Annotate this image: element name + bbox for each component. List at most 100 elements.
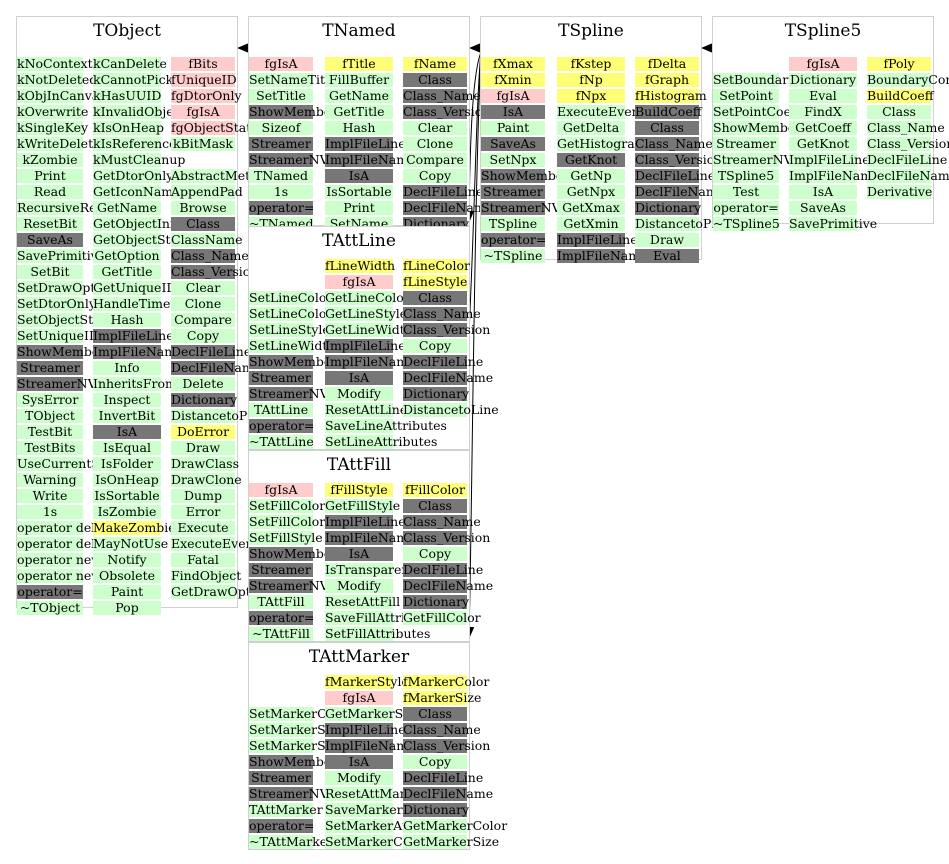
- member-cell: ShowMembers: [481, 168, 576, 183]
- member-cell: SetObjectStat: [17, 312, 106, 327]
- class-box-tattfill[interactable]: TAttFill fgIsA SetFillColor SetFillColorAl…: [248, 450, 493, 642]
- member-cell: GetName: [93, 201, 161, 215]
- member-cell: Streamer: [481, 185, 545, 199]
- member-cell: Streamer: [249, 137, 313, 151]
- member-cell: DrawClone: [171, 472, 242, 487]
- member-cell: StreamerNVirtual: [249, 152, 363, 167]
- member-cell: DeclFileName: [403, 200, 494, 215]
- empty-cell: [713, 57, 779, 71]
- member-cell: Dictionary: [789, 72, 857, 87]
- member-cell: DeclFileLine: [403, 770, 484, 785]
- member-cell: ~TAttLine: [249, 434, 314, 449]
- member-cell: Class: [171, 217, 235, 231]
- member-cell: SaveAs: [481, 137, 545, 151]
- class-title: TObject: [93, 21, 161, 41]
- member-cell: Dictionary: [403, 594, 470, 609]
- member-cell: Eval: [635, 249, 699, 263]
- member-cell: operator=: [17, 584, 83, 599]
- member-cell: kWriteDelete: [17, 136, 101, 151]
- member-cell: Class: [403, 499, 467, 513]
- member-cell: fLineWidth: [325, 258, 396, 273]
- member-cell: GetFillStyle: [325, 498, 401, 513]
- member-cell: Class_Name: [403, 722, 481, 737]
- member-cell: Class_Version: [403, 738, 491, 753]
- member-cell: fgDtorOnly: [171, 88, 242, 103]
- member-cell: fgIsA: [481, 89, 545, 103]
- member-cell: Modify: [325, 579, 393, 593]
- member-cell: Class_Version: [867, 136, 949, 151]
- member-cell: ImplFileLine: [325, 514, 406, 529]
- member-cell: SetMarkerColorAlpha: [249, 706, 389, 721]
- member-cell: SaveAs: [789, 201, 857, 215]
- member-cell: Inspect: [93, 393, 161, 407]
- member-cell: Class_Name: [403, 88, 481, 103]
- member-cell: GetMarkerSize: [403, 834, 500, 849]
- member-cell: ImplFileName: [789, 168, 880, 183]
- member-cell: SetMarkerColor: [325, 834, 428, 849]
- empty-cell: [249, 691, 313, 705]
- member-cell: GetNpx: [557, 185, 625, 199]
- member-cell: Class: [403, 707, 467, 721]
- member-cell: Streamer: [249, 771, 313, 785]
- member-cell: fHistogram: [635, 88, 707, 103]
- member-cell: DeclFileLine: [403, 184, 484, 199]
- member-cell: GetKnot: [789, 137, 857, 151]
- member-cell: ImplFileLine: [325, 338, 406, 353]
- member-cell: Copy: [171, 329, 235, 343]
- member-cell: GetDtorOnly: [93, 168, 174, 183]
- member-cell: fgIsA: [171, 105, 235, 119]
- member-cell: Class_Name: [867, 120, 945, 135]
- member-cell: DeclFileLine: [867, 152, 948, 167]
- class-box-tobject[interactable]: TObject kNoContextMenu kNotDeleted kObjInC…: [16, 16, 297, 615]
- member-cell: fgIsA: [789, 57, 857, 71]
- member-cell: IsZombie: [93, 505, 161, 519]
- member-cell: kCanDelete: [93, 56, 167, 71]
- member-cell: GetKnot: [557, 153, 625, 167]
- member-cell: fMarkerStyle: [325, 674, 409, 689]
- member-cell: ImplFileName: [557, 248, 648, 263]
- member-cell: DistancetoPrimitive: [635, 216, 761, 231]
- member-cell: BuildCoeff: [635, 104, 702, 119]
- member-cell: fMarkerColor: [403, 674, 490, 689]
- member-cell: Draw: [635, 233, 699, 247]
- member-cell: Hash: [325, 121, 393, 135]
- class-title: TAttFill: [326, 455, 392, 475]
- member-cell: IsA: [325, 547, 393, 561]
- member-cell: kSingleKey: [17, 120, 89, 135]
- member-cell: fNpx: [557, 89, 625, 103]
- class-box-tnamed[interactable]: TNamed fgIsA SetNameTitle SetTitle ShowMemb…: [248, 16, 494, 231]
- member-cell: TAttMarker: [249, 802, 323, 817]
- member-cell: SetNameTitle: [249, 72, 337, 87]
- class-box-tattmarker[interactable]: TAttMarker SetMarkerColorAlpha SetMarkerS…: [248, 642, 508, 850]
- class-box-tspline[interactable]: TSpline fXmax fXmin fgIsA IsA Paint SaveAs Set…: [480, 16, 761, 263]
- member-cell: fBits: [171, 57, 235, 71]
- member-cell: TAttLine: [249, 403, 313, 417]
- empty-cell: [171, 153, 235, 167]
- member-cell: DeclFileName: [867, 168, 949, 183]
- class-box-tattline[interactable]: TAttLine SetLineColor SetLineColorAlpha Se…: [248, 226, 499, 450]
- member-cell: ImplFileLine: [93, 328, 174, 343]
- member-cell: Class_Name: [635, 136, 713, 151]
- member-cell: IsA: [789, 185, 857, 199]
- member-cell: GetName: [325, 89, 393, 103]
- member-cell: Eval: [789, 89, 857, 103]
- member-cell: DrawClass: [171, 456, 239, 471]
- member-cell: fgIsA: [249, 483, 313, 497]
- member-cell: fXmax: [481, 57, 545, 71]
- member-cell: Dictionary: [403, 802, 470, 817]
- member-cell: SetTitle: [249, 89, 313, 103]
- member-cell: kNoContextMenu: [17, 56, 129, 71]
- member-cell: GetMarkerColor: [403, 818, 508, 833]
- member-cell: Class_Name: [403, 514, 481, 529]
- member-cell: Copy: [403, 169, 467, 183]
- edge-tspline-tattmarker: [464, 51, 482, 639]
- member-cell: TAttFill: [249, 595, 313, 609]
- member-cell: AppendPad: [171, 184, 243, 199]
- class-box-tspline5[interactable]: TSpline5 SetBoundaries SetPoint SetPointCo…: [712, 16, 949, 231]
- member-cell: ExecuteEvent: [171, 536, 259, 551]
- member-cell: SetPoint: [713, 89, 779, 103]
- member-cell: Clone: [171, 297, 235, 311]
- member-cell: Class_Version: [403, 530, 491, 545]
- member-cell: TSpline5: [713, 169, 779, 183]
- member-cell: fLineColor: [403, 258, 470, 273]
